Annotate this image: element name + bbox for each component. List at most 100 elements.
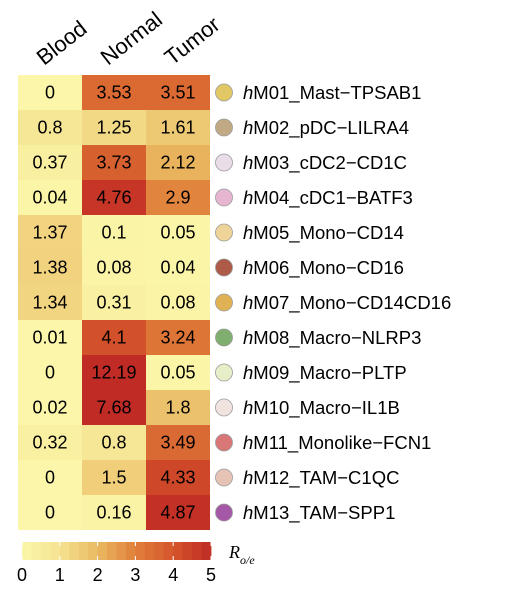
cell-value: 1.38 (32, 258, 67, 278)
cell-value: 4.76 (96, 188, 131, 208)
heatmap-cells (18, 75, 210, 530)
cell-value: 0 (45, 363, 55, 383)
heatmap-cell (18, 180, 82, 215)
row-color-dot (215, 293, 233, 312)
heatmap-cell (146, 180, 210, 215)
heatmap-cell (18, 215, 82, 250)
row-label: hM02_pDC−LILRA4 (243, 117, 409, 139)
row-color-dot (215, 83, 233, 102)
cell-value: 3.24 (160, 328, 195, 348)
cell-value: 0.05 (160, 223, 195, 243)
heatmap-cell (82, 180, 146, 215)
cell-value: 3.73 (96, 153, 131, 173)
legend-tick-label: 2 (93, 565, 103, 585)
column-label: Tumor (160, 12, 225, 70)
row-color-dots (215, 83, 233, 522)
cell-value: 0.04 (160, 258, 195, 278)
cell-value: 7.68 (96, 398, 131, 418)
cell-value: 0 (45, 503, 55, 523)
legend-bin (107, 542, 117, 560)
legend-bin (31, 542, 42, 560)
row-color-dot (215, 363, 233, 382)
cell-value: 1.25 (96, 118, 131, 138)
cell-value: 1.5 (101, 468, 126, 488)
heatmap-cell (18, 250, 82, 285)
heatmap-cell (18, 285, 82, 320)
row-color-dot (215, 398, 233, 417)
cell-value: 4.1 (101, 328, 126, 348)
row-label: hM12_TAM−C1QC (243, 467, 399, 489)
heatmap-cell (146, 320, 210, 355)
cell-value: 0.01 (32, 328, 67, 348)
cell-value: 0.1 (101, 223, 126, 243)
heatmap-cell (146, 460, 210, 495)
cell-value: 12.19 (91, 363, 136, 383)
heatmap-cell (18, 355, 82, 390)
row-color-dot (215, 503, 233, 522)
legend-bin (78, 542, 89, 560)
cell-value: 1.61 (160, 118, 195, 138)
cell-value: 0 (45, 468, 55, 488)
heatmap-cell (18, 425, 82, 460)
heatmap-cell (146, 425, 210, 460)
cell-value: 1.8 (165, 398, 190, 418)
cell-value: 0.04 (32, 188, 67, 208)
legend-bin (201, 542, 212, 560)
heatmap-cell (146, 495, 210, 530)
heatmap-cell (146, 285, 210, 320)
cell-value: 3.49 (160, 433, 195, 453)
heatmap-cell (18, 145, 82, 180)
heatmap-cell (82, 285, 146, 320)
row-color-dot (215, 328, 233, 347)
column-label: Blood (32, 16, 92, 70)
cell-value: 0.08 (96, 258, 131, 278)
heatmap-cell-values: 0 3.53 3.51 0.8 1.25 1.61 0.37 3.73 2.12 0.04 4.76… (32, 83, 195, 523)
row-label: hM11_Monolike−FCN1 (243, 432, 431, 454)
row-color-dot (215, 188, 233, 207)
row-color-dot (215, 223, 233, 242)
cell-value: 4.33 (160, 468, 195, 488)
heatmap-cell (82, 145, 146, 180)
legend-bin (97, 542, 108, 560)
heatmap-cell (82, 495, 146, 530)
legend-bin (88, 542, 98, 560)
cell-value: 1.37 (32, 223, 67, 243)
legend-bin (182, 542, 193, 560)
legend-bin (135, 542, 146, 560)
row-label: hM08_Macro−NLRP3 (243, 327, 421, 349)
legend-ticks: 0 1 2 3 4 5 (17, 542, 216, 585)
cell-value: 0.02 (32, 398, 67, 418)
cell-value: 0.32 (32, 433, 67, 453)
row-color-dot (215, 468, 233, 487)
row-label: hM01_Mast−TPSAB1 (243, 82, 421, 104)
heatmap-cell (82, 460, 146, 495)
heatmap-cell (82, 75, 146, 110)
cell-value: 3.51 (160, 83, 195, 103)
legend-tick-label: 1 (55, 565, 65, 585)
cell-value: 0.8 (101, 433, 126, 453)
row-label: hM10_Macro−IL1B (243, 397, 400, 419)
heatmap-cell (146, 390, 210, 425)
legend-tick-label: 5 (206, 565, 216, 585)
heatmap-cell (146, 145, 210, 180)
legend-bin (69, 542, 80, 560)
heatmap-cell (146, 355, 210, 390)
row-label: hM03_cDC2−CD1C (243, 152, 407, 174)
row-label: hM13_TAM−SPP1 (243, 502, 395, 524)
heatmap-cell (18, 390, 82, 425)
legend-tick-label: 0 (17, 565, 27, 585)
cell-value: 4.87 (160, 503, 195, 523)
cell-value: 2.12 (160, 153, 195, 173)
heatmap-cell (18, 320, 82, 355)
cell-value: 0.8 (37, 118, 62, 138)
heatmap-cell (82, 320, 146, 355)
row-color-dot (215, 433, 233, 452)
cell-value: 3.53 (96, 83, 131, 103)
cell-value: 0.16 (96, 503, 131, 523)
cell-value: 0 (45, 83, 55, 103)
heatmap-cell (18, 75, 82, 110)
row-label: hM07_Mono−CD14CD16 (243, 292, 451, 314)
cell-value: 0.05 (160, 363, 195, 383)
